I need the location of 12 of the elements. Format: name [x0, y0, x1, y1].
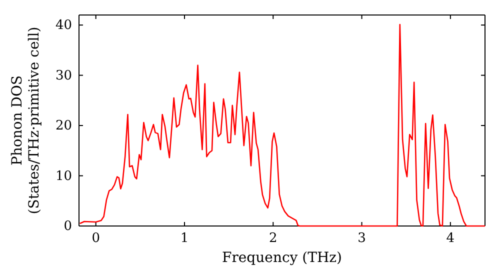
y-tick-label: 10	[55, 168, 72, 184]
y-tick-label: 20	[55, 118, 72, 134]
y-tick-label: 0	[64, 219, 72, 234]
x-tick-label: 1	[180, 231, 189, 246]
x-axis-title: Frequency (THz)	[222, 250, 342, 266]
x-tick-label: 0	[92, 231, 100, 246]
y-tick-label: 30	[55, 68, 72, 84]
x-tick-label: 2	[268, 231, 278, 246]
y-axis-title: Phonon DOS (States/THz·primitive cell)	[10, 26, 42, 214]
y-tick-label: 40	[55, 18, 72, 34]
x-tick-label: 3	[358, 231, 366, 246]
x-tick-label: 4	[446, 231, 455, 246]
